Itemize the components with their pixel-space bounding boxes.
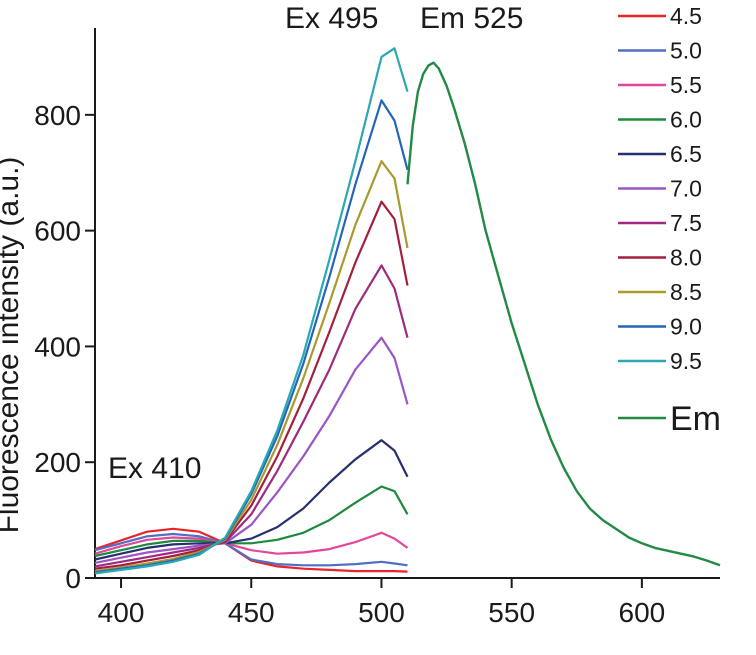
series-line-6-0 [94,485,409,558]
y-tick-label: 600 [34,216,81,247]
legend-label: 5.5 [670,72,702,98]
legend: 4.5 5.0 5.5 6.0 6.5 7.0 7.5 8.0 8.5 9.0 9.5 Em [618,3,721,438]
y-tick-label: 800 [34,100,81,131]
series-line-5-0 [94,532,408,567]
series-line-5-5 [94,531,409,555]
series-line-7-5 [94,264,409,568]
series-line-6-5 [94,439,409,561]
series-line-8-5 [94,160,409,573]
annotation-ex-495: Ex 495 [285,2,378,35]
series-line-4-5 [94,527,408,573]
series-line-7-0 [94,336,409,564]
legend-label: 9.0 [670,314,702,340]
y-axis-label: Fluorescence intensity (a.u.) [0,157,25,534]
x-tick-label: 400 [98,597,145,628]
series-line-em [406,61,721,567]
legend-label: Em [670,400,721,438]
series-line-9-5 [94,47,409,575]
y-tick-label: 400 [34,331,81,362]
x-tick-label: 600 [619,597,666,628]
y-ticks: 0 200 400 600 800 [34,100,95,594]
legend-label: 7.0 [670,176,702,202]
x-ticks: 400 450 500 550 600 [98,578,666,628]
x-tick-label: 500 [358,597,405,628]
annotations: Ex 495 Em 525 Ex 410 [108,2,523,485]
y-tick-label: 0 [65,563,81,594]
x-tick-label: 550 [488,597,535,628]
legend-label: 6.0 [670,107,702,133]
annotation-em-525: Em 525 [420,2,523,35]
x-tick-label: 450 [228,597,275,628]
annotation-ex-410: Ex 410 [108,452,201,485]
axes [94,28,720,579]
legend-label: 7.5 [670,210,702,236]
legend-label: 6.5 [670,141,702,167]
legend-label: 8.0 [670,245,702,271]
y-tick-label: 200 [34,447,81,478]
legend-label: 8.5 [670,279,702,305]
legend-label: 5.0 [670,38,702,64]
legend-label: 9.5 [670,348,702,374]
series-line-8-0 [94,200,409,570]
series-lines [94,47,721,575]
legend-label: 4.5 [670,3,702,29]
